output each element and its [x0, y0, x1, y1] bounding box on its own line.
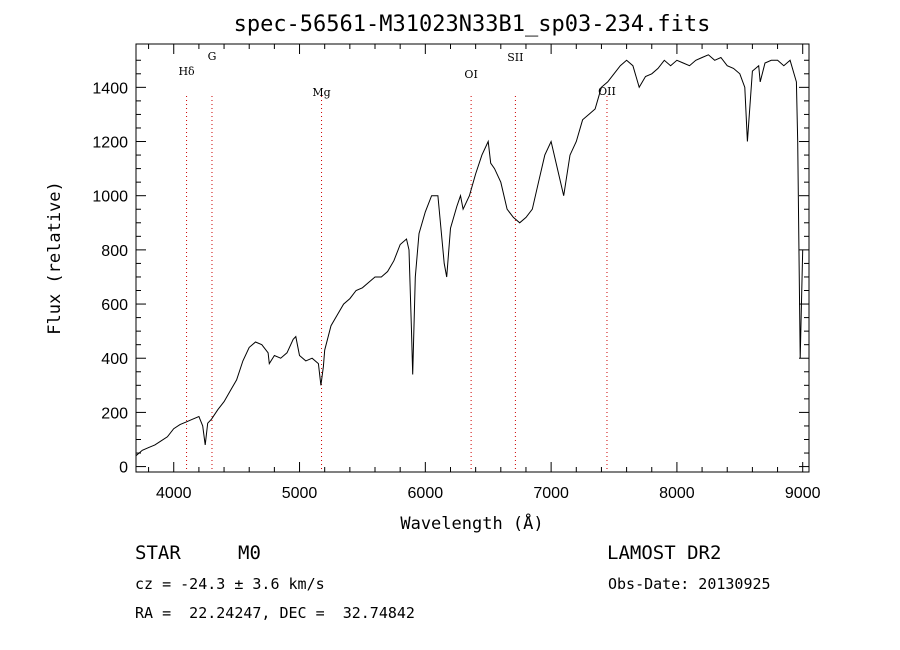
y-tick-label: 600: [101, 297, 128, 314]
y-axis-label: Flux (relative): [45, 181, 65, 335]
object-subclass: M0: [238, 542, 261, 564]
y-axis-ticks: 0 200 400 600 800 1000 1200 1400: [92, 59, 809, 477]
spectral-line-label: Mg: [312, 86, 330, 99]
object-class: STAR: [135, 542, 181, 564]
y-tick-label: 400: [101, 351, 128, 368]
redshift-text: cz = -24.3 ± 3.6 km/s: [135, 575, 325, 593]
y-tick-label: 1400: [92, 80, 128, 97]
x-tick-label: 5000: [282, 485, 318, 502]
spectral-line-label: G: [208, 50, 217, 63]
x-axis-label: Wavelength (Å): [400, 512, 543, 534]
y-tick-label: 200: [101, 405, 128, 422]
obs-date-text: Obs-Date: 20130925: [608, 575, 771, 593]
x-tick-label: 8000: [659, 485, 695, 502]
chart-title: spec-56561-M31023N33B1_sp03-234.fits: [234, 12, 711, 37]
x-tick-label: 9000: [785, 485, 821, 502]
y-tick-label: 1200: [92, 135, 128, 152]
survey-name: LAMOST DR2: [607, 542, 722, 564]
x-tick-label: 7000: [533, 485, 569, 502]
x-axis-ticks: 4000 5000 6000 7000 8000 9000: [148, 44, 821, 502]
y-tick-label: 800: [101, 243, 128, 260]
y-tick-label: 0: [119, 460, 128, 477]
spectral-line-label: OI: [464, 68, 477, 81]
spectral-line-label: SII: [507, 51, 523, 64]
spectral-line-label: OII: [598, 85, 616, 98]
plot-frame: [135, 43, 810, 473]
x-tick-label: 4000: [156, 485, 192, 502]
spectral-line-markers: Hδ G Mg OI SII OII: [178, 50, 616, 472]
coordinates-text: RA = 22.24247, DEC = 32.74842: [135, 604, 415, 622]
x-tick-label: 6000: [408, 485, 444, 502]
spectral-line-label: Hδ: [178, 65, 195, 78]
y-tick-label: 1000: [92, 189, 128, 206]
spectrum-line: [135, 54, 804, 457]
